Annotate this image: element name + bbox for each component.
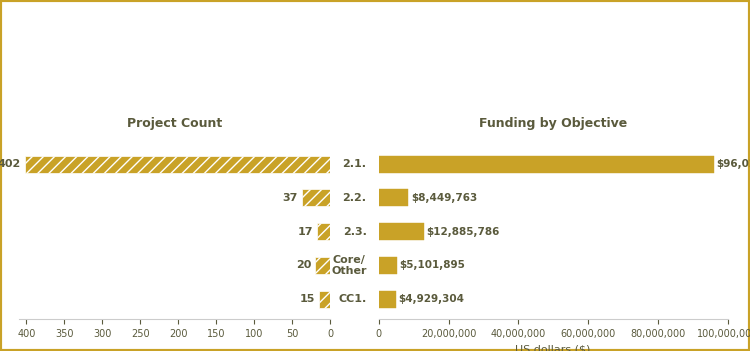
Text: 17: 17: [298, 227, 314, 237]
Text: CC1.: CC1.: [338, 294, 367, 304]
Text: Question 2 - Underlying Biology of ASD: Question 2 - Underlying Biology of ASD: [238, 58, 512, 71]
Text: 402: 402: [0, 159, 21, 169]
Text: 2016: 2016: [348, 25, 402, 44]
Text: 2.2.: 2.2.: [343, 193, 367, 203]
Text: $4,929,304: $4,929,304: [399, 294, 465, 304]
Text: Funding by Objective: Funding by Objective: [479, 117, 627, 130]
Text: $8,449,763: $8,449,763: [411, 193, 477, 203]
Text: $12,885,786: $12,885,786: [427, 227, 500, 237]
Bar: [379, 291, 396, 307]
X-axis label: US dollars ($): US dollars ($): [515, 345, 591, 351]
Text: 37: 37: [283, 193, 298, 203]
Text: Core/
Other: Core/ Other: [331, 254, 367, 276]
Bar: [379, 156, 714, 173]
Text: Project Count: Project Count: [127, 117, 222, 130]
Bar: [379, 190, 408, 206]
Bar: [319, 291, 330, 307]
Text: $96,027,190: $96,027,190: [716, 159, 750, 169]
Bar: [379, 257, 397, 274]
Text: 15: 15: [299, 294, 315, 304]
Bar: [379, 223, 424, 240]
Text: Total Funding: $127,393,937: Total Funding: $127,393,937: [274, 86, 476, 99]
Text: 20: 20: [296, 260, 311, 270]
Bar: [317, 223, 330, 240]
Text: 2.1.: 2.1.: [343, 159, 367, 169]
Text: Number of Projects: 491: Number of Projects: 491: [290, 113, 460, 126]
Text: $5,101,895: $5,101,895: [399, 260, 465, 270]
Bar: [315, 257, 330, 274]
Bar: [25, 156, 330, 173]
Text: 2.3.: 2.3.: [343, 227, 367, 237]
Bar: [302, 190, 330, 206]
